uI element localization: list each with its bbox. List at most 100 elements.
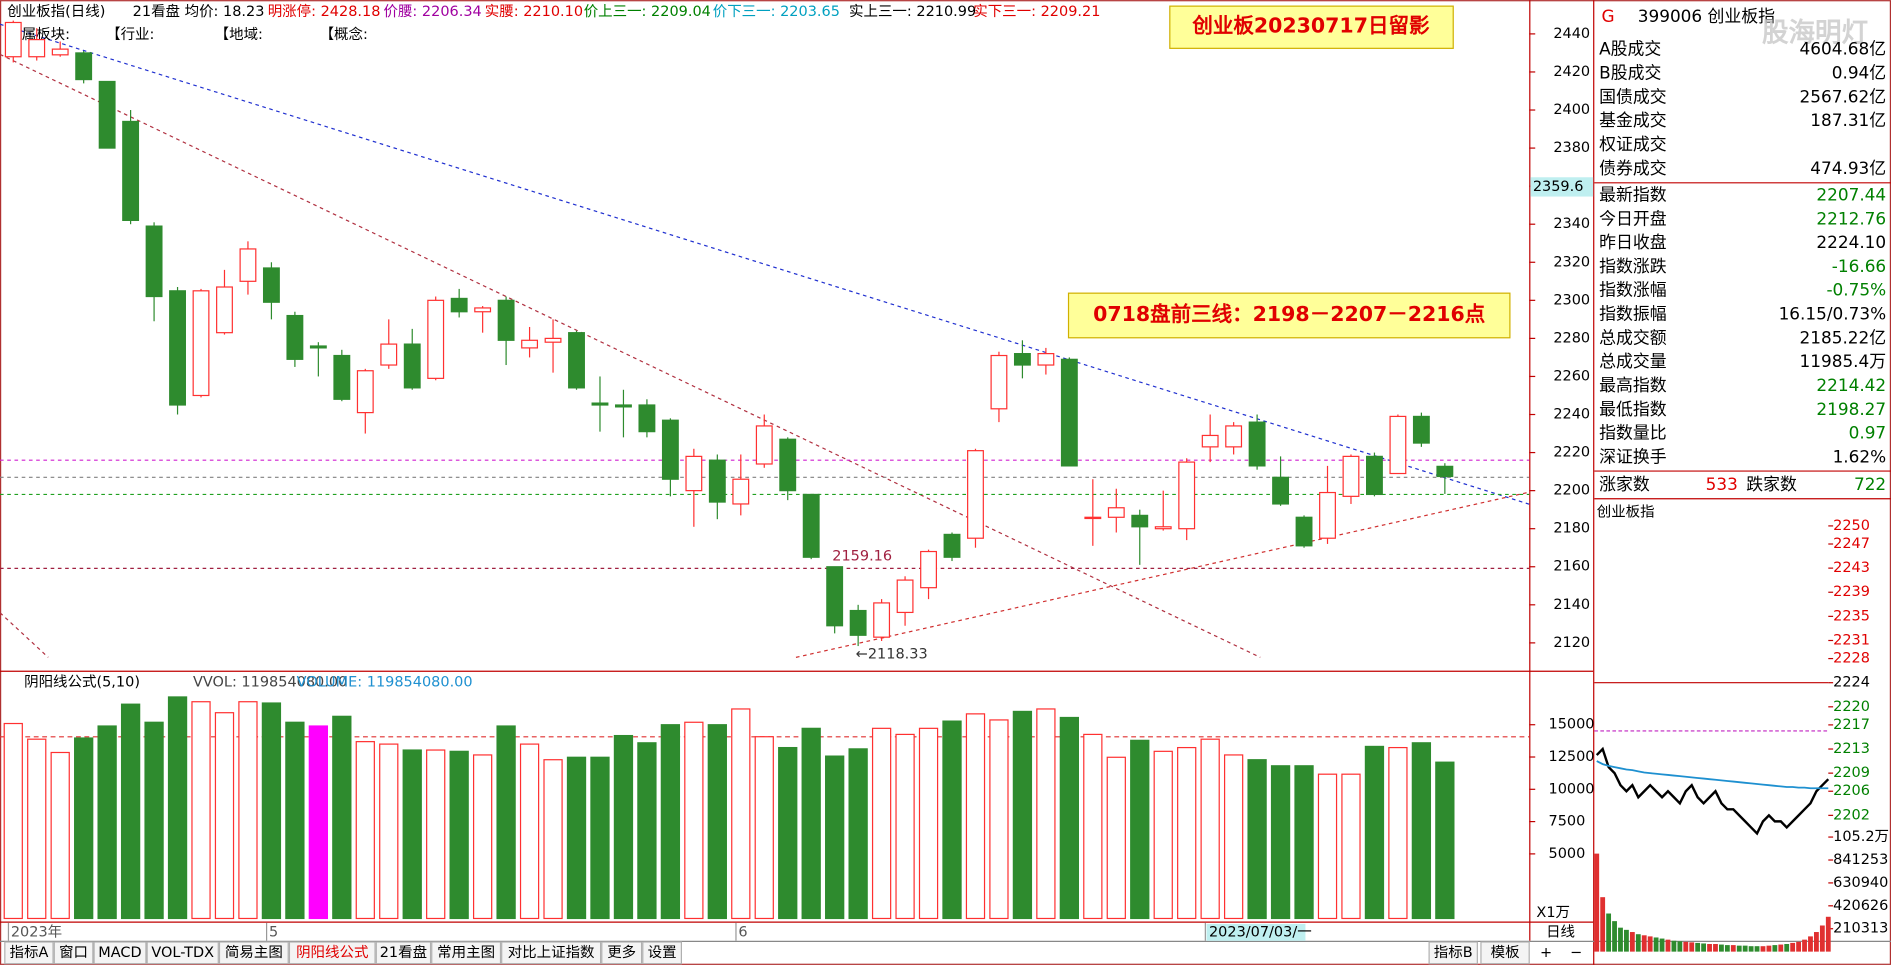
stat-label: 昨日收盘: [1599, 232, 1667, 252]
candle-body: [192, 290, 210, 397]
tab[interactable]: 设置: [648, 944, 677, 961]
header-item: 实下三一: 2209.21: [973, 3, 1100, 20]
candle-body: [1037, 353, 1055, 366]
tab-box[interactable]: [4, 941, 54, 965]
intraday-volume-bar: [1695, 942, 1701, 952]
tab[interactable]: 模板: [1491, 943, 1520, 961]
intraday-volume-bar: [1790, 942, 1796, 952]
stat-label: B股成交: [1599, 62, 1661, 82]
volume-bar: [3, 722, 23, 920]
volume-bar: [590, 756, 610, 920]
y-tick-label: 2239: [1833, 584, 1870, 600]
volume-bar: [1153, 750, 1173, 920]
volume-bar: [660, 724, 681, 920]
intraday-line: [1595, 746, 1830, 836]
tab-box[interactable]: [93, 941, 147, 965]
y-tick-label: 12500: [1548, 749, 1594, 765]
intraday-volume-bar: [1796, 941, 1802, 952]
stat-value: 474.93亿: [1810, 158, 1886, 178]
tab-box[interactable]: [431, 941, 502, 965]
intraday-volume-bar: [1778, 944, 1784, 952]
tab-box[interactable]: [601, 941, 643, 965]
volume-bar: [144, 721, 164, 920]
volume-bar: [519, 743, 540, 920]
period[interactable]: 日线: [1546, 923, 1575, 940]
zoom-in[interactable]: +: [1540, 945, 1552, 961]
stat-label: 债券成交: [1599, 158, 1667, 178]
breadth-value: 533: [1706, 474, 1738, 494]
watermark: 股海明灯: [1762, 17, 1868, 48]
tab[interactable]: 对比上证指数: [508, 944, 595, 961]
y-tick-label: 2320: [1553, 254, 1590, 270]
tab-box[interactable]: [218, 941, 289, 965]
stat-label: 权证成交: [1599, 134, 1667, 154]
y-tick-label: 2380: [1553, 140, 1590, 156]
tab[interactable]: 简易主图: [225, 944, 283, 961]
intraday-volume-bar: [1825, 916, 1831, 952]
sector-label: 【行业:: [106, 26, 154, 43]
sector-label: 所属板块:: [7, 25, 70, 43]
tab[interactable]: 常用主图: [437, 944, 495, 961]
volume-bar: [167, 696, 188, 920]
price-annotation: 2159.16: [832, 548, 892, 564]
tab[interactable]: VOL-TDX: [151, 945, 214, 961]
header-item: 21看盘 均价: 18.23: [133, 2, 265, 20]
intraday-volume-bar: [1635, 934, 1641, 952]
candle-body: [1154, 526, 1172, 530]
stat-value: 16.15/0.73%: [1779, 304, 1887, 324]
volume-bar: [1435, 761, 1455, 920]
tab[interactable]: 21看盘: [380, 943, 427, 961]
volume-bar: [238, 701, 258, 920]
volume-bar: [120, 703, 141, 920]
tab[interactable]: 指标A: [10, 944, 49, 961]
volume-bar: [214, 712, 235, 920]
candle-body: [615, 404, 632, 408]
stat-label: 最低指数: [1599, 399, 1667, 419]
index-code: 399006 创业板指: [1638, 6, 1775, 26]
y-tick-label: 2180: [1553, 521, 1590, 537]
y-tick-label: 2217: [1833, 717, 1870, 733]
tab-box[interactable]: [1480, 941, 1530, 965]
tab[interactable]: 指标B: [1434, 944, 1473, 961]
intraday-volume-bar: [1665, 939, 1671, 952]
trend-lines: [0, 23, 1530, 658]
tab-box[interactable]: [642, 941, 682, 965]
tab-box[interactable]: [146, 941, 219, 965]
y-tick-label: 2243: [1833, 560, 1870, 576]
header-item: 价腰: 2206.34: [384, 4, 482, 20]
volume-bar: [543, 759, 563, 920]
candle-body: [1319, 491, 1336, 539]
volume-bar: [1083, 733, 1103, 920]
intraday-volume-bar: [1629, 932, 1635, 952]
y-tick-label: 2247: [1833, 536, 1870, 552]
tab-box[interactable]: [501, 941, 602, 965]
candle-body: [497, 299, 515, 341]
volume-bar: [731, 708, 751, 920]
tab[interactable]: 窗口: [59, 943, 88, 961]
candle-body: [380, 343, 398, 366]
zoom-out[interactable]: −: [1570, 945, 1582, 961]
intraday-volume-bar: [1724, 945, 1730, 952]
stat-label: 基金成交: [1599, 110, 1667, 130]
candle-body: [1248, 421, 1266, 467]
tab-box[interactable]: [288, 941, 376, 965]
volume-bar: [496, 725, 516, 920]
y-tick-label: 2206: [1833, 783, 1870, 799]
tab-box[interactable]: [375, 941, 432, 965]
tab[interactable]: 更多: [607, 944, 636, 961]
stat-label: A股成交: [1599, 39, 1661, 59]
y-tick-label: 630940: [1833, 875, 1888, 891]
y-tick-label: 2231: [1833, 632, 1870, 648]
tab-box[interactable]: [1428, 941, 1478, 965]
intraday-volume-bar: [1808, 936, 1813, 952]
tab[interactable]: MACD: [98, 945, 141, 961]
stat-value: 0.97: [1849, 423, 1887, 443]
intraday-volume-bar: [1671, 940, 1677, 952]
tab-box[interactable]: [53, 941, 94, 965]
candle-body: [1342, 455, 1360, 497]
candle-body: [661, 419, 679, 480]
price-annotation: ←2118.33: [856, 647, 928, 663]
sector-label: 【概念:: [320, 25, 368, 43]
tab[interactable]: 阴阳线公式: [296, 944, 368, 961]
